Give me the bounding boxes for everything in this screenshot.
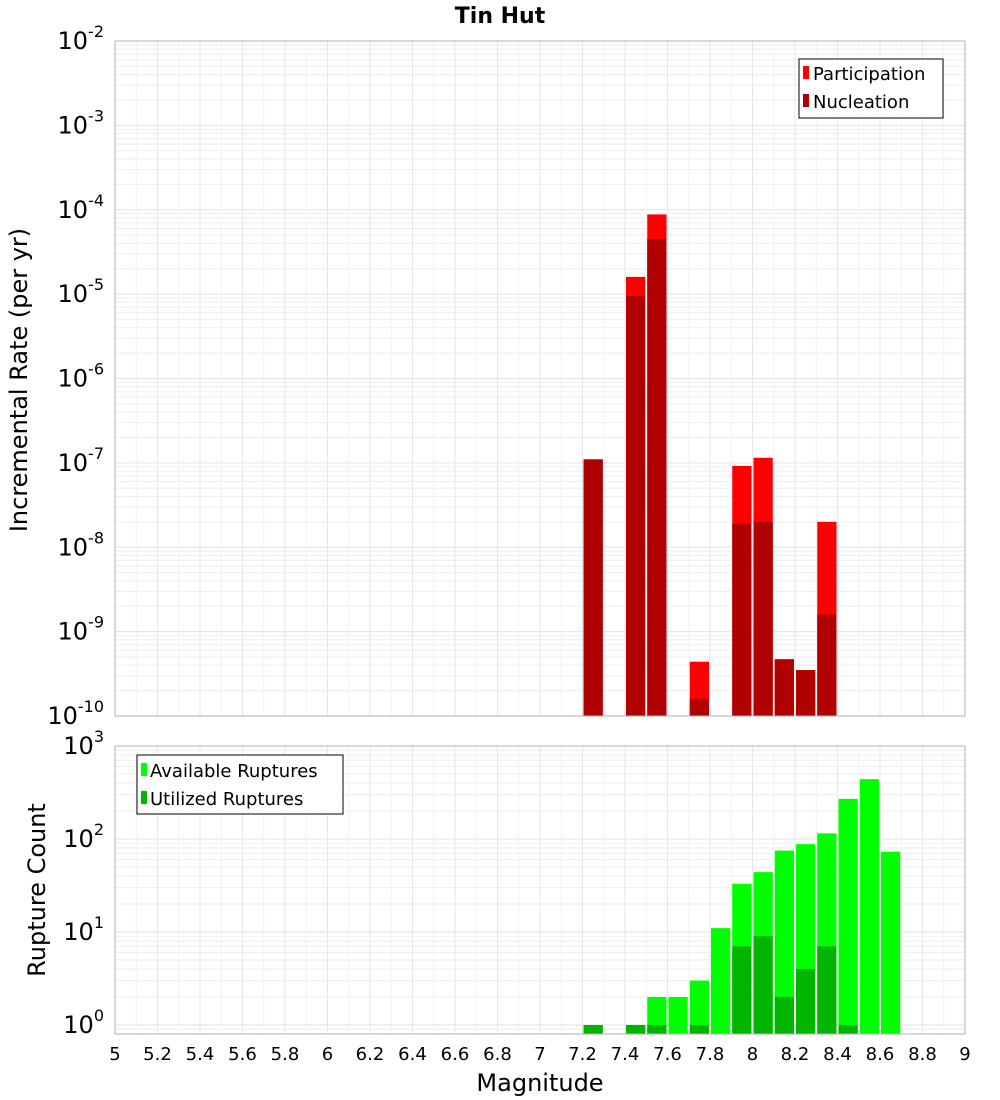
bottom-bars <box>583 779 901 1034</box>
top-y-tick-labels: 10-2 10-3 10-4 10-5 10-6 10-7 10-8 10-9 10-10 <box>47 22 104 730</box>
x-tick-label: 7.6 <box>653 1044 682 1065</box>
bottom-y-tick-label: 103 <box>63 727 104 760</box>
top-legend-box <box>798 58 944 119</box>
bottom-y-tick-label: 101 <box>63 913 104 946</box>
bar-nucleation <box>583 459 603 716</box>
bar-utilized-ruptures <box>583 1024 603 1034</box>
bar-nucleation <box>753 521 773 716</box>
x-tick-label: 8.8 <box>908 1044 937 1065</box>
bottom-legend-box <box>136 754 344 815</box>
bar-available-ruptures <box>838 798 858 1034</box>
top-gridlines <box>114 41 966 717</box>
top-y-tick-label: 10-7 <box>58 444 105 477</box>
bar-nucleation <box>626 296 646 716</box>
bottom-plot-frame <box>114 745 966 1035</box>
top-y-tick-label: 10-10 <box>47 697 104 730</box>
x-tick-label: 6.4 <box>398 1044 427 1065</box>
top-y-tick-label: 10-4 <box>58 191 105 224</box>
bar-utilized-ruptures <box>732 946 752 1034</box>
legend-swatch-utilized <box>141 791 147 804</box>
bar-available-ruptures <box>647 996 667 1034</box>
x-tick-label: 6.8 <box>483 1044 512 1065</box>
bar-nucleation <box>689 698 709 716</box>
bar-available-ruptures <box>689 980 709 1034</box>
bar-nucleation <box>817 614 837 716</box>
bar-available-ruptures <box>711 928 731 1034</box>
top-bars <box>583 214 837 717</box>
x-tick-label: 7.2 <box>568 1044 597 1065</box>
legend-swatch-nucleation <box>803 94 809 107</box>
bar-nucleation <box>647 239 667 716</box>
bottom-plot: 103 102 101 100 5 5.2 5.4 5.6 5.8 6 6.2 6.4 6.6 6.8 7… <box>23 727 971 1097</box>
x-tick-label: 5.6 <box>228 1044 257 1065</box>
legend-label-nucleation: Nucleation <box>813 92 909 113</box>
bottom-y-tick-label: 100 <box>63 1006 104 1039</box>
top-plot-frame <box>114 40 966 717</box>
x-tick-label: 8.4 <box>823 1044 852 1065</box>
top-plot: 10-2 10-3 10-4 10-5 10-6 10-7 10-8 10-9 10-10 In… <box>5 22 966 730</box>
top-y-tick-label: 10-6 <box>58 360 105 393</box>
top-y-tick-label: 10-3 <box>58 106 105 139</box>
x-tick-label: 6.2 <box>356 1044 385 1065</box>
x-tick-label: 7.8 <box>696 1044 725 1065</box>
bar-available-ruptures <box>668 996 688 1034</box>
bar-available-ruptures <box>859 779 879 1034</box>
bar-utilized-ruptures <box>796 968 816 1034</box>
top-y-tick-label: 10-5 <box>58 275 105 308</box>
bar-utilized-ruptures <box>774 996 794 1034</box>
legend-label-utilized: Utilized Ruptures <box>150 789 303 810</box>
bar-utilized-ruptures <box>817 946 837 1034</box>
legend-label-available: Available Ruptures <box>150 761 318 782</box>
bar-nucleation <box>796 670 816 716</box>
bar-nucleation <box>732 523 752 716</box>
bottom-y-tick-label: 102 <box>63 820 104 853</box>
x-tick-label: 8 <box>747 1044 758 1065</box>
x-tick-label: 7 <box>534 1044 545 1065</box>
bottom-y-tick-labels: 103 102 101 100 <box>63 727 104 1039</box>
bar-utilized-ruptures <box>689 1024 709 1034</box>
bar-utilized-ruptures <box>647 1024 667 1034</box>
legend-label-participation: Participation <box>813 64 925 85</box>
bar-available-ruptures <box>881 851 901 1034</box>
top-y-axis-label: Incremental Rate (per yr) <box>5 228 33 532</box>
top-y-tick-label: 10-9 <box>58 613 105 646</box>
bar-utilized-ruptures <box>838 1024 858 1034</box>
x-tick-label: 9 <box>959 1044 970 1065</box>
bottom-y-axis-label: Rupture Count <box>23 803 51 977</box>
top-y-tick-label: 10-8 <box>58 528 105 561</box>
x-tick-label: 5.8 <box>271 1044 300 1065</box>
bar-available-ruptures <box>774 850 794 1034</box>
x-tick-label: 8.2 <box>781 1044 810 1065</box>
bar-utilized-ruptures <box>753 936 773 1034</box>
x-tick-label: 7.4 <box>611 1044 640 1065</box>
x-tick-label: 6.6 <box>441 1044 470 1065</box>
legend-swatch-participation <box>803 66 809 79</box>
x-tick-label: 5.4 <box>186 1044 215 1065</box>
bottom-legend: Available Ruptures Utilized Ruptures <box>136 754 344 815</box>
bar-nucleation <box>774 659 794 716</box>
x-tick-label: 5.2 <box>143 1044 172 1065</box>
top-legend: Participation Nucleation <box>798 58 944 119</box>
x-axis-label: Magnitude <box>476 1069 603 1097</box>
bar-utilized-ruptures <box>626 1024 646 1034</box>
x-tick-label: 6 <box>322 1044 333 1065</box>
legend-swatch-available <box>141 763 147 776</box>
x-tick-labels: 5 5.2 5.4 5.6 5.8 6 6.2 6.4 6.6 6.8 7 7.2 7.4 7.6 7.8 8… <box>109 1044 970 1065</box>
x-tick-label: 5 <box>109 1044 120 1065</box>
x-tick-label: 8.6 <box>866 1044 895 1065</box>
top-y-tick-label: 10-2 <box>58 22 105 55</box>
chart-title: Tin Hut <box>455 4 546 29</box>
